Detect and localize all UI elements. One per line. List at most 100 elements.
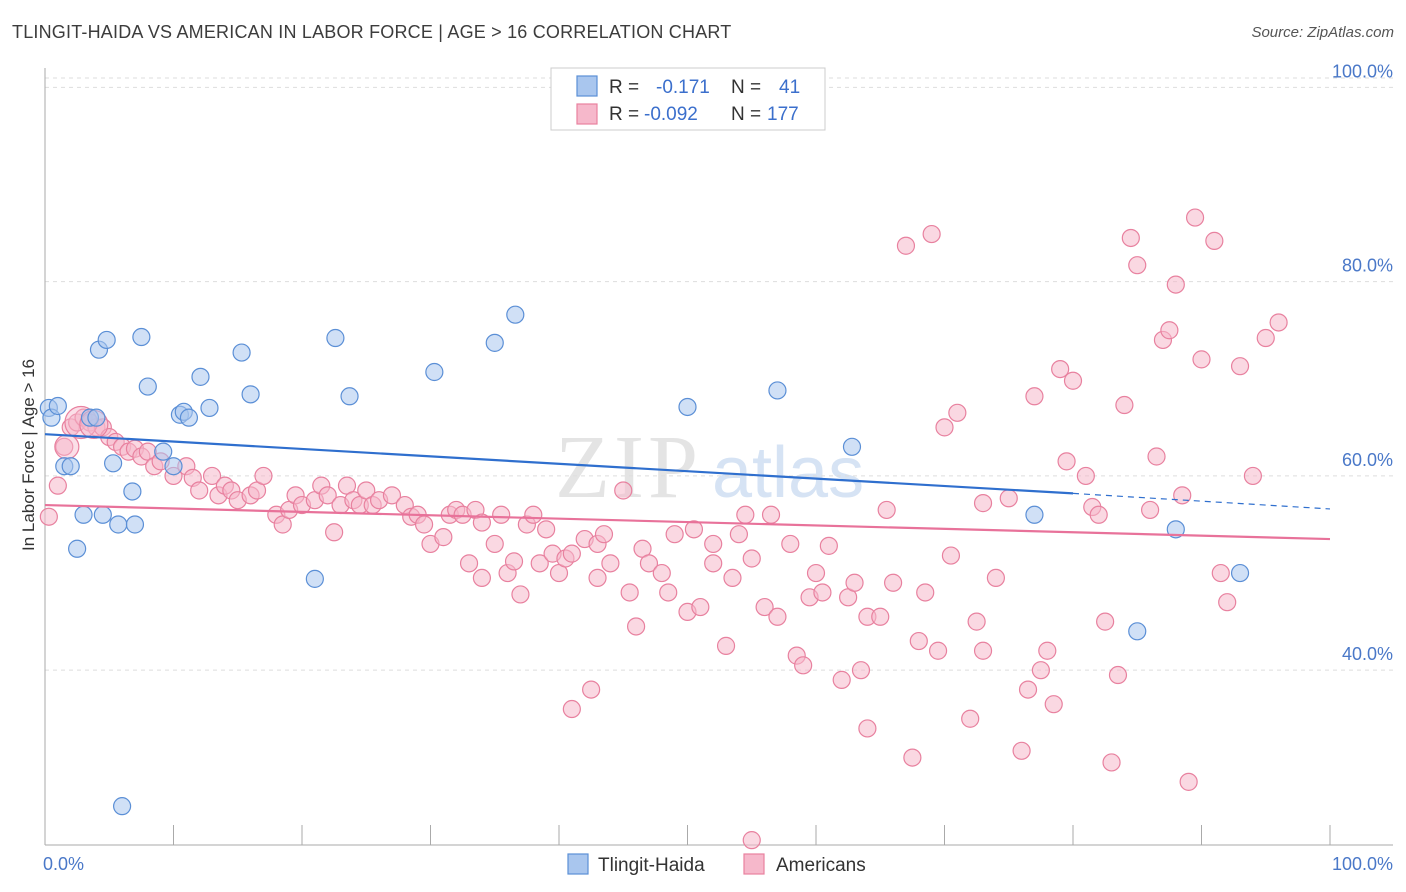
americans-point-157 [1243,466,1263,486]
tlingit-haida-point-2 [48,396,67,416]
tlingit-haida-point-5 [68,539,87,558]
americans-point-82 [652,563,671,583]
americans-point-113 [903,748,922,767]
americans-point-155 [1218,593,1237,612]
legend-n-value-2: 177 [767,104,799,125]
americans-point-1 [48,476,67,495]
bottom-legend-swatch-blue [567,853,589,875]
americans-point-106 [845,573,864,592]
americans-point-62 [504,552,524,571]
americans-point-158 [1256,328,1275,348]
americans-point-148 [1166,275,1185,294]
tlingit-haida-point-30 [425,362,444,382]
americans-point-147 [1160,321,1179,340]
americans-point-22 [202,466,222,486]
americans-point-119 [941,546,961,565]
americans-point-86 [684,520,704,539]
x-tick-label-0: 0.0% [43,854,84,874]
legend-r-value-2: -0.092 [644,104,698,125]
americans-point-135 [1076,466,1095,486]
tlingit-haida-point-37 [1128,622,1147,641]
americans-point-2 [55,437,74,456]
legend-r-value-1: -0.171 [656,77,710,98]
americans-point-144 [1140,500,1160,520]
bottom-legend-label-americans: Americans [776,855,866,876]
americans-point-138 [1096,612,1115,631]
bottom-legend-swatch-pink [743,853,765,875]
americans-point-150 [1179,772,1198,791]
americans-point-38 [325,523,344,542]
americans-point-21 [190,481,209,500]
tlingit-haida-point-34 [768,381,787,400]
americans-point-87 [691,597,710,617]
americans-point-66 [530,554,549,573]
americans-point-137 [1089,505,1108,524]
americans-point-67 [537,520,556,539]
tlingit-haida-point-6 [74,505,93,524]
tlingit-haida-point-16 [132,327,151,347]
americans-point-128 [1025,387,1044,406]
americans-point-165 [588,568,607,588]
americans-point-125 [999,489,1018,508]
americans-point-111 [883,573,903,592]
americans-point-121 [961,709,980,728]
americans-point-52 [434,528,453,547]
americans-trend-line [44,503,1331,541]
americans-point-65 [524,505,543,524]
americans-point-91 [729,525,749,544]
americans-point-94 [755,597,774,617]
legend-n-label-2: N = [731,104,761,125]
tlingit-haida-point-25 [232,343,251,362]
americans-point-89 [716,636,736,655]
americans-point-160 [742,831,761,850]
correlation-legend: R = -0.171 N = 41 R = -0.092 N = 177 [550,67,826,131]
americans-point-0 [39,507,58,526]
tlingit-haida-point-40 [112,797,132,816]
americans-points [39,208,1288,850]
americans-point-164 [704,534,723,554]
americans-point-118 [935,418,954,437]
legend-n-label-1: N = [731,77,761,98]
y-tick-label-3: 100.0% [1332,61,1393,81]
americans-point-132 [1051,359,1070,379]
americans-point-109 [871,607,890,626]
americans-point-133 [1057,452,1076,471]
americans-point-97 [781,534,800,554]
tlingit-haida-point-29 [340,387,359,406]
americans-point-139 [1102,753,1121,772]
tlingit-haida-point-39 [1230,563,1250,583]
x-tick-label-1: 100.0% [1332,854,1393,874]
americans-cluster-point-2 [54,434,80,460]
americans-point-95 [761,505,781,524]
americans-point-90 [723,568,742,588]
tlingit-haida-point-31 [485,333,504,352]
americans-point-153 [1205,231,1224,250]
americans-point-115 [916,583,935,602]
americans-point-81 [639,554,659,573]
y-tick-label-1: 60.0% [1342,450,1393,470]
americans-point-79 [626,617,646,636]
tlingit-haida-trend-extension [1072,492,1331,510]
americans-point-102 [813,583,832,602]
tlingit-haida-point-38 [1166,520,1185,539]
tlingit-haida-point-33 [678,397,697,417]
americans-point-103 [819,536,838,555]
tlingit-haida-trend-line [44,433,1074,495]
americans-point-107 [851,661,871,680]
tlingit-haida-point-4 [61,457,80,476]
tlingit-haida-point-28 [326,328,345,348]
tlingit-haida-point-32 [506,305,525,324]
americans-point-92 [736,505,755,524]
chart-title: TLINGIT-HAIDA VS AMERICAN IN LABOR FORCE… [12,22,732,42]
trend-lines [44,433,1331,541]
americans-point-75 [594,525,614,544]
legend-swatch-blue [576,75,598,97]
americans-point-149 [1173,486,1192,505]
americans-point-73 [582,680,601,699]
americans-point-123 [973,641,993,660]
americans-point-50 [414,515,434,534]
americans-point-59 [485,534,504,554]
americans-point-96 [768,607,787,626]
tlingit-haida-point-10 [93,505,112,524]
